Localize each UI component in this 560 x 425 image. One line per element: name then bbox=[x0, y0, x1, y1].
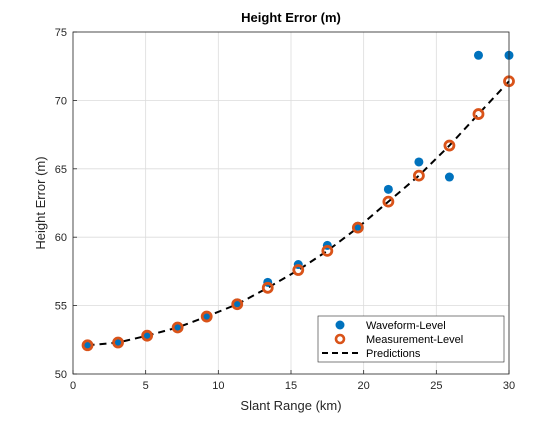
measurement-level-point bbox=[412, 169, 425, 182]
x-tick-label: 25 bbox=[430, 380, 442, 392]
y-tick-label: 60 bbox=[55, 232, 67, 244]
waveform-level-point bbox=[383, 184, 393, 194]
legend: Waveform-Level Measurement-Level Predict… bbox=[317, 315, 505, 363]
y-tick-label: 75 bbox=[55, 27, 67, 39]
waveform-level-point bbox=[414, 157, 424, 167]
waveform-level-point bbox=[473, 50, 483, 60]
measurement-level-point bbox=[141, 329, 154, 342]
measurement-level-point bbox=[261, 281, 274, 294]
y-tick-label: 55 bbox=[55, 301, 67, 313]
legend-marker-measurement bbox=[334, 333, 346, 345]
y-tick-label: 70 bbox=[55, 95, 67, 107]
measurement-level-point bbox=[443, 139, 456, 152]
x-tick-label: 20 bbox=[358, 380, 370, 392]
y-tick-label: 50 bbox=[55, 369, 67, 381]
measurement-level-point bbox=[382, 195, 395, 208]
series-layer bbox=[81, 50, 515, 352]
legend-label-waveform: Waveform-Level bbox=[366, 320, 446, 332]
measurement-level-point bbox=[472, 108, 485, 120]
waveform-level-point bbox=[113, 338, 123, 348]
chart-title: Height Error (m) bbox=[241, 10, 341, 25]
measurement-level-point bbox=[112, 336, 124, 349]
waveform-level-point bbox=[444, 172, 454, 182]
x-tick-label: 30 bbox=[503, 380, 515, 392]
waveform-level-point bbox=[142, 331, 152, 341]
waveform-level-point bbox=[202, 312, 212, 322]
y-axis-label: Height Error (m) bbox=[33, 156, 48, 249]
measurement-level-point bbox=[292, 264, 305, 276]
x-tick-label: 15 bbox=[285, 380, 297, 392]
waveform-level-point bbox=[83, 340, 93, 350]
measurement-level-point bbox=[200, 310, 213, 323]
x-tick-label: 0 bbox=[70, 380, 76, 392]
y-tick-label: 65 bbox=[55, 164, 67, 176]
measurement-level-point bbox=[171, 321, 184, 334]
legend-label-predictions: Predictions bbox=[366, 348, 421, 360]
legend-marker-waveform bbox=[335, 320, 345, 330]
measurement-level-point bbox=[321, 244, 334, 257]
legend-box bbox=[317, 315, 505, 363]
x-tick-label: 5 bbox=[143, 380, 149, 392]
measurement-level-point bbox=[231, 298, 244, 311]
legend-label-measurement: Measurement-Level bbox=[366, 334, 463, 346]
x-tick-label: 10 bbox=[212, 380, 224, 392]
measurement-level-point bbox=[351, 221, 364, 234]
waveform-level-point bbox=[173, 322, 183, 332]
ticks: 0 5 10 15 20 25 30 50 55 60 65 70 75 bbox=[55, 27, 515, 392]
x-axis-label: Slant Range (km) bbox=[240, 398, 341, 413]
measurement-level-point bbox=[81, 339, 94, 352]
